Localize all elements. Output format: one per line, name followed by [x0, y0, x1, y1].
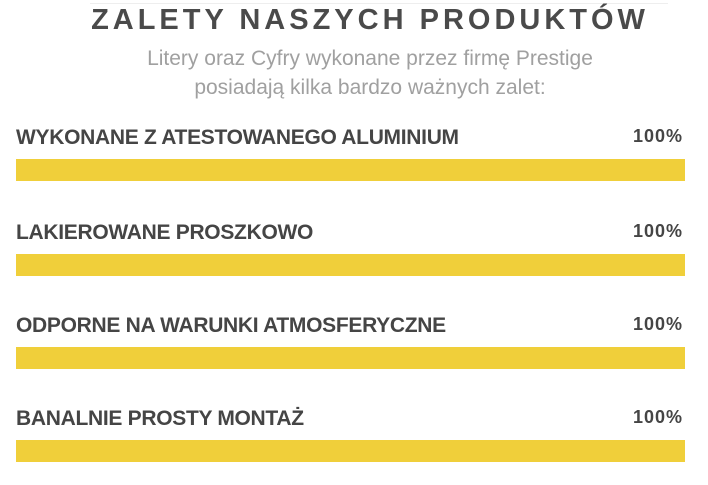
progress-fill	[16, 347, 685, 369]
skill-percent: 100%	[632, 407, 683, 427]
progress-bar	[16, 347, 685, 369]
skill-label: WYKONANE Z ATESTOWANEGO ALUMINIUM	[16, 126, 459, 149]
skill-label: LAKIEROWANE PROSZKOWO	[16, 221, 314, 244]
skill-label: ODPORNE NA WARUNKI ATMOSFERYCZNE	[16, 314, 446, 337]
progress-fill	[16, 440, 685, 462]
subtitle-line-1: Litery oraz Cyfry wykonane przez firmę P…	[147, 47, 593, 70]
section-title: ZALETY NASZYCH PRODUKTÓW	[91, 4, 649, 36]
progress-fill	[16, 254, 685, 276]
skill-row: ODPORNE NA WARUNKI ATMOSFERYCZNE 100%	[16, 314, 685, 374]
skill-percent: 100%	[632, 221, 683, 241]
skill-row: LAKIEROWANE PROSZKOWO 100%	[16, 221, 685, 281]
progress-bar	[16, 159, 685, 181]
skill-percent: 100%	[632, 126, 683, 146]
skill-row: WYKONANE Z ATESTOWANEGO ALUMINIUM 100%	[16, 126, 685, 186]
skill-label: BANALNIE PROSTY MONTAŻ	[16, 407, 304, 430]
progress-bar	[16, 440, 685, 462]
skill-percent: 100%	[632, 314, 683, 334]
divider	[90, 3, 668, 4]
skill-row: BANALNIE PROSTY MONTAŻ 100%	[16, 407, 685, 467]
subtitle-line-2: posiadają kilka bardzo ważnych zalet:	[194, 76, 546, 99]
progress-fill	[16, 159, 685, 181]
progress-bar	[16, 254, 685, 276]
